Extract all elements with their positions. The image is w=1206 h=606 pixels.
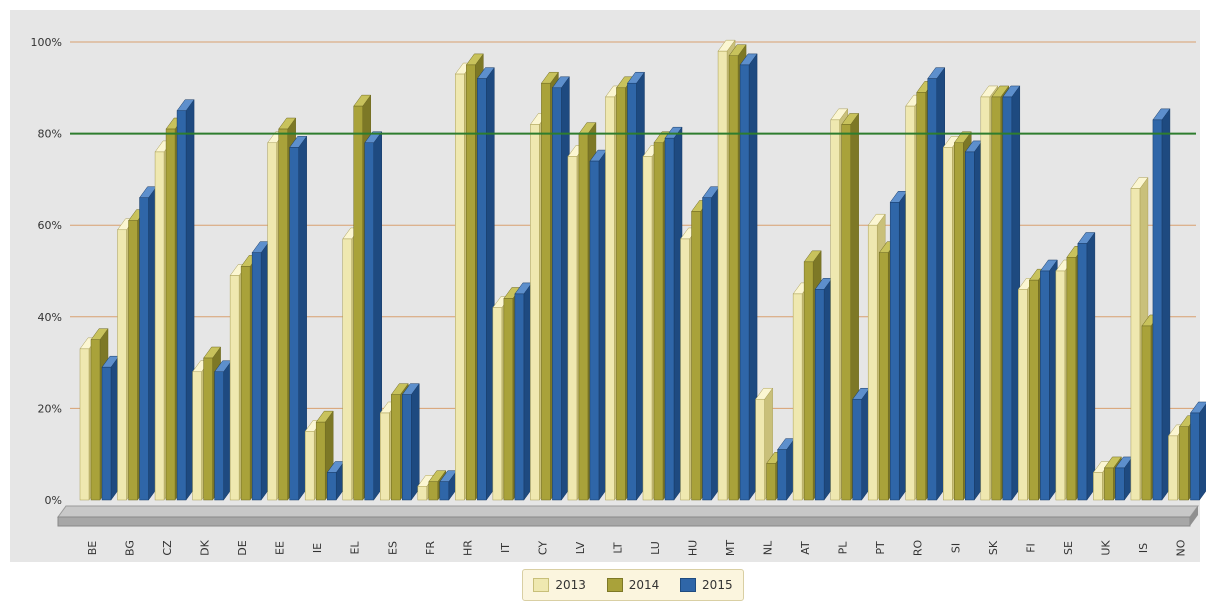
bar-LV-2015 xyxy=(589,149,608,501)
bar-DK-2015 xyxy=(214,359,233,501)
legend-label-2014: 2014 xyxy=(628,578,660,592)
legend-swatch-2015 xyxy=(680,578,697,592)
bar-HR-2015 xyxy=(476,66,495,501)
x-tick-label: UK xyxy=(1099,540,1112,556)
x-tick-label: IE xyxy=(311,543,324,553)
x-tick-label: BG xyxy=(124,540,137,556)
bar-FI-2015 xyxy=(1039,259,1058,501)
bar-SI-2015 xyxy=(964,140,983,501)
x-tick-label: EL xyxy=(349,541,362,555)
floor-side xyxy=(1190,506,1198,526)
x-tick-label: LU xyxy=(649,541,662,555)
bar-BG-2015 xyxy=(139,185,158,501)
bar-LT-2015 xyxy=(626,71,645,501)
x-tick-label: BE xyxy=(86,541,99,556)
y-tick-label: 80% xyxy=(38,128,62,141)
floor-front xyxy=(57,516,1191,527)
bar-PT-2015 xyxy=(889,190,908,501)
bar-CZ-2015 xyxy=(176,98,195,501)
legend-label-2015: 2015 xyxy=(702,578,733,592)
bar-RO-2015 xyxy=(927,66,946,501)
bar-IT-2015 xyxy=(514,282,533,501)
legend-item-2015[interactable]: 2015 xyxy=(680,578,733,592)
y-tick-label: 0% xyxy=(45,494,62,507)
legend-swatch-2014 xyxy=(606,578,623,592)
x-tick-label: LV xyxy=(574,541,587,554)
x-tick-label: FI xyxy=(1024,543,1037,553)
x-tick-label: CZ xyxy=(161,540,174,556)
y-tick-label: 100% xyxy=(31,36,62,49)
x-tick-label: HR xyxy=(461,540,474,556)
x-tick-label: IT xyxy=(499,543,512,553)
bar-ES-2015 xyxy=(401,382,420,501)
bar-NL-2015 xyxy=(777,437,796,501)
bar-PL-2015 xyxy=(852,387,871,501)
bar-BE-2015 xyxy=(101,355,120,501)
x-tick-label: DK xyxy=(199,539,212,555)
legend-label-2013: 2013 xyxy=(555,578,586,592)
legend-item-2014[interactable]: 2014 xyxy=(606,578,660,592)
x-tick-label: AT xyxy=(799,541,812,555)
floor-top xyxy=(57,505,1199,518)
bar-DE-2015 xyxy=(251,240,270,501)
legend: 2013 2014 2015 xyxy=(522,569,744,601)
x-tick-label: PT xyxy=(874,541,887,555)
x-tick-label: FR xyxy=(424,541,437,555)
x-tick-label: NO xyxy=(1174,539,1187,556)
x-tick-label: SI xyxy=(949,543,962,553)
x-tick-label: DE xyxy=(236,540,249,555)
x-tick-label: RO xyxy=(912,540,925,557)
bar-HU-2015 xyxy=(702,185,721,501)
x-tick-label: HU xyxy=(687,540,700,556)
x-tick-label: MT xyxy=(724,540,737,556)
bar-MT-2015 xyxy=(739,53,758,501)
bar-NO-2015 xyxy=(1189,401,1206,501)
x-tick-label: NL xyxy=(762,540,775,555)
bar-SE-2015 xyxy=(1077,231,1096,501)
x-tick-label: EE xyxy=(274,541,287,555)
bar-CY-2015 xyxy=(551,76,570,501)
bar-IS-2015 xyxy=(1152,108,1171,501)
legend-item-2013[interactable]: 2013 xyxy=(533,578,586,592)
x-tick-label: SE xyxy=(1062,541,1075,555)
bar-AT-2015 xyxy=(814,277,833,501)
x-tick-label: LT xyxy=(611,542,624,554)
y-tick-label: 40% xyxy=(38,311,62,324)
y-tick-label: 20% xyxy=(38,402,62,415)
x-tick-label: ES xyxy=(386,541,399,555)
x-tick-label: IS xyxy=(1137,543,1150,553)
x-tick-label: PL xyxy=(837,541,850,555)
x-tick-label: CY xyxy=(536,541,549,555)
bar-EL-2015 xyxy=(364,130,383,501)
bar-SK-2015 xyxy=(1002,85,1021,501)
bar-LU-2015 xyxy=(664,126,683,501)
legend-swatch-2013 xyxy=(533,578,550,592)
bar-EE-2015 xyxy=(289,135,308,501)
y-tick-label: 60% xyxy=(38,219,62,232)
x-tick-label: SK xyxy=(987,540,1000,555)
